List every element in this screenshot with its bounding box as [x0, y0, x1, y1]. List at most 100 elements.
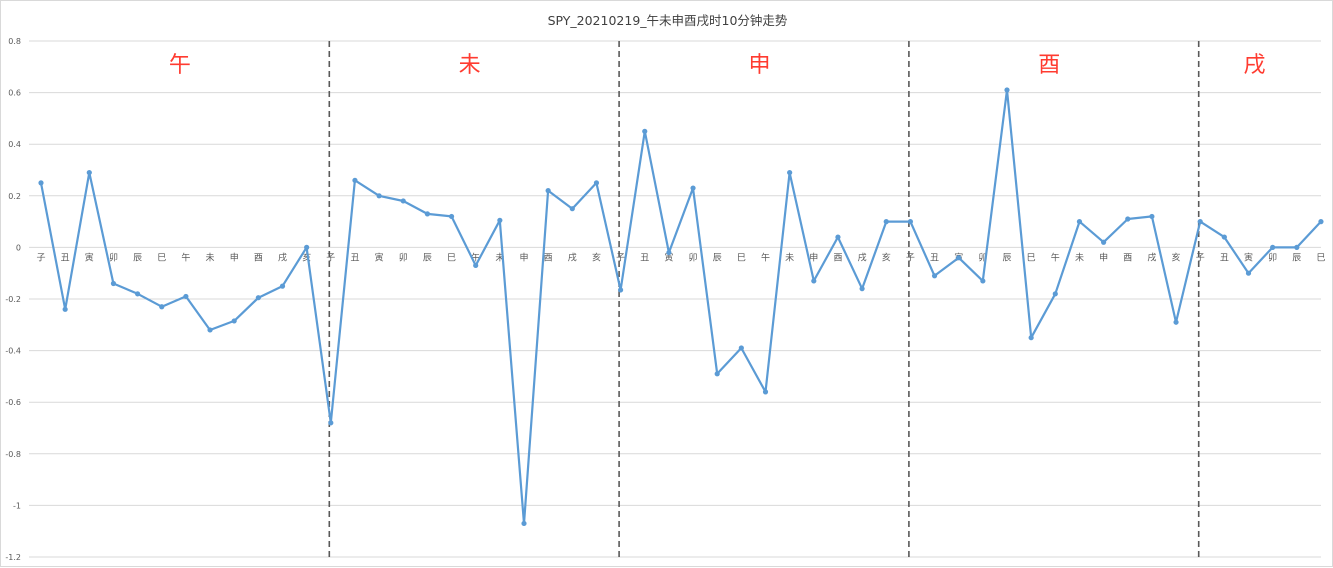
- data-point: [1221, 234, 1227, 240]
- data-point: [1125, 216, 1131, 222]
- x-tick-label: 丑: [350, 252, 359, 263]
- data-point: [1270, 244, 1276, 250]
- section-label: 申: [748, 53, 770, 78]
- x-tick-label: 午: [761, 251, 770, 263]
- data-point: [86, 169, 92, 176]
- data-point: [1294, 244, 1300, 250]
- x-tick-label: 子: [906, 252, 915, 263]
- x-tick-label: 巳: [1027, 252, 1036, 263]
- data-point: [304, 244, 310, 250]
- data-point: [569, 206, 575, 212]
- x-tick-label: 未: [1075, 251, 1084, 263]
- x-tick-label: 寅: [85, 251, 94, 263]
- data-point: [400, 198, 406, 204]
- data-point: [1173, 319, 1179, 325]
- data-point: [762, 389, 769, 395]
- data-point: [1028, 335, 1034, 341]
- data-point: [907, 219, 914, 225]
- data-point: [521, 520, 527, 527]
- series-line: [39, 88, 1322, 525]
- x-tick-label: 寅: [664, 251, 673, 263]
- x-tick-label: 申: [1099, 251, 1108, 263]
- x-tick-label: 亥: [302, 251, 311, 263]
- section-label: 未: [459, 53, 481, 78]
- data-point: [980, 278, 986, 284]
- data-point: [956, 255, 962, 261]
- x-tick-label: 午: [1051, 251, 1060, 263]
- x-tick-label: 卯: [109, 252, 118, 263]
- data-point: [811, 278, 817, 284]
- x-tick-label: 巳: [447, 252, 456, 263]
- y-tick-label: -0.6: [5, 398, 21, 407]
- x-tick-label: 辰: [1292, 252, 1301, 263]
- x-tick-label: 午: [181, 251, 190, 263]
- x-tick-label: 子: [616, 252, 625, 263]
- section-label: 午: [169, 53, 191, 78]
- x-tick-label: 子: [1196, 252, 1205, 263]
- x-tick-label: 酉: [544, 252, 553, 263]
- data-point: [279, 283, 286, 289]
- data-point: [593, 180, 600, 186]
- x-tick-label: 戌: [568, 251, 577, 263]
- data-point: [931, 273, 938, 279]
- x-tick-label: 巳: [157, 252, 166, 263]
- data-point: [448, 213, 455, 220]
- x-tick-label: 卯: [689, 252, 698, 263]
- x-tick-label: 卯: [1268, 252, 1277, 263]
- data-point: [497, 217, 503, 223]
- data-point: [690, 185, 696, 191]
- y-tick-label: 0.6: [8, 89, 21, 98]
- x-tick-label: 戌: [278, 251, 287, 263]
- data-point: [883, 219, 889, 225]
- x-tick-label: 申: [809, 251, 818, 263]
- x-tick-label: 未: [206, 251, 215, 263]
- x-tick-label: 戌: [1147, 251, 1156, 263]
- section-label: 酉: [1038, 53, 1060, 78]
- y-tick-label: -1.2: [5, 553, 21, 562]
- x-tick-label: 寅: [1244, 251, 1253, 263]
- x-tick-label: 未: [495, 251, 504, 263]
- data-point: [38, 180, 44, 186]
- y-tick-label: 0: [16, 243, 21, 252]
- y-tick-label: -1: [13, 501, 21, 510]
- data-point: [473, 262, 479, 269]
- x-tick-label: 亥: [882, 251, 891, 263]
- x-tick-label: 卯: [978, 252, 987, 263]
- y-tick-label: -0.2: [5, 295, 21, 304]
- data-point: [714, 371, 720, 377]
- x-tick-label: 子: [326, 252, 335, 263]
- data-point: [859, 286, 865, 292]
- data-point: [545, 188, 551, 194]
- data-point: [1197, 219, 1203, 225]
- data-point: [424, 211, 430, 217]
- y-tick-label: 0.4: [8, 140, 21, 149]
- data-point: [1318, 219, 1324, 225]
- x-tick-label: 丑: [640, 252, 649, 263]
- x-tick-label: 巳: [737, 252, 746, 263]
- data-point: [255, 295, 261, 301]
- data-point: [1245, 270, 1252, 276]
- x-tick-label: 未: [785, 251, 794, 263]
- y-tick-label: -0.8: [5, 450, 21, 459]
- data-point: [159, 304, 165, 310]
- x-tick-label: 酉: [1123, 252, 1132, 263]
- data-point: [835, 234, 841, 240]
- x-tick-label: 丑: [930, 252, 939, 263]
- data-point: [328, 420, 334, 426]
- data-point: [618, 287, 624, 293]
- x-tick-label: 午: [471, 251, 480, 263]
- data-point: [1101, 239, 1107, 245]
- x-tick-label: 申: [519, 251, 528, 263]
- data-point: [1076, 219, 1083, 225]
- data-point: [376, 193, 382, 199]
- x-tick-label: 辰: [133, 252, 142, 263]
- data-point: [231, 318, 237, 324]
- data-point: [787, 169, 793, 176]
- data-point: [1004, 87, 1010, 93]
- data-point: [738, 345, 744, 351]
- x-tick-label: 申: [230, 251, 239, 263]
- data-point: [1149, 213, 1155, 220]
- section-label: 戌: [1244, 53, 1266, 78]
